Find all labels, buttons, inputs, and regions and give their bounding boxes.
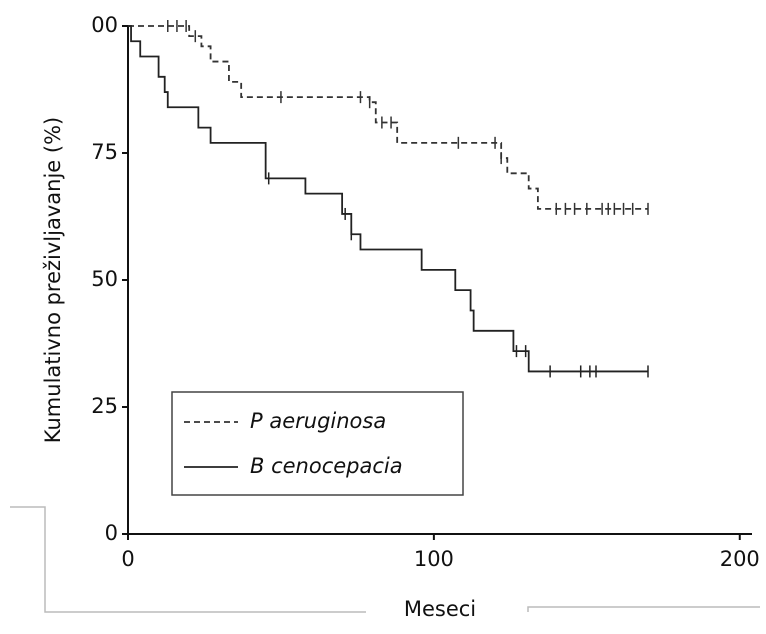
- survival-curve: [128, 25, 648, 373]
- legend-label: P aeruginosa: [250, 409, 386, 433]
- frame-decoration: [10, 506, 366, 613]
- frame-decoration: [527, 606, 760, 612]
- x-axis-label: Meseci: [404, 597, 476, 621]
- y-tick-label: 75: [91, 140, 118, 164]
- y-axis-label: Kumulativno preživljavanje (%): [41, 117, 65, 443]
- y-tick-label: 25: [91, 394, 118, 418]
- survival-curve: [128, 25, 648, 210]
- legend: [171, 391, 464, 496]
- x-tick-label: 0: [121, 547, 134, 571]
- legend-label: B cenocepacia: [250, 454, 403, 478]
- x-tick-label: 100: [414, 547, 454, 571]
- x-tick-label: 200: [720, 547, 760, 571]
- y-tick-label: 00: [91, 13, 118, 37]
- y-tick-label: 50: [91, 267, 118, 291]
- y-tick-label: 0: [105, 521, 118, 545]
